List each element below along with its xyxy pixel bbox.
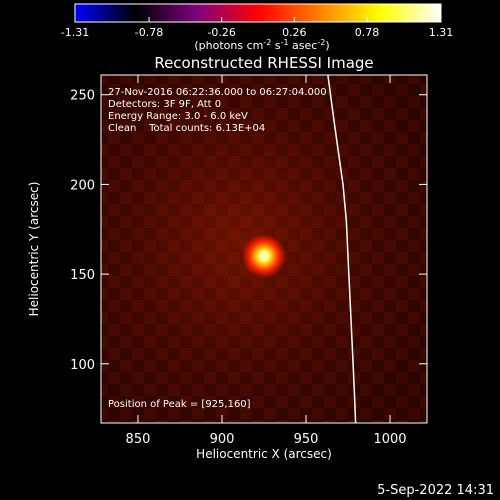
annotation-total-counts: Clean Total counts: 6.13E+04 (108, 123, 265, 134)
colorbar-tick-label: 0.26 (282, 26, 307, 39)
solar-limb-line (327, 75, 357, 423)
x-tick-label: 950 (294, 432, 319, 447)
x-tick-label: 1000 (373, 432, 406, 447)
y-tick-label: 200 (70, 178, 95, 193)
y-axis: 100 150 200 250 (70, 89, 427, 373)
annotation-time-range: 27-Nov-2016 06:22:36.000 to 06:27:04.000 (108, 87, 327, 98)
peak-source (242, 234, 286, 279)
colorbar-tick-label: -1.31 (61, 26, 89, 39)
image-annotations: 27-Nov-2016 06:22:36.000 to 06:27:04.000… (108, 87, 327, 410)
colorbar-tick-label: 0.78 (355, 26, 380, 39)
x-tick-label: 850 (126, 432, 151, 447)
colorbar-tick-label: 1.31 (429, 26, 454, 39)
peak-position-label: Position of Peak = [925,160] (108, 399, 251, 410)
x-tick-label: 900 (210, 432, 235, 447)
plot-frame (100, 74, 428, 424)
colorbar-gradient (74, 3, 442, 23)
annotation-energy-range: Energy Range: 3.0 - 6.0 keV (108, 111, 248, 122)
annotation-detectors: Detectors: 3F 9F, Att 0 (108, 99, 221, 110)
x-axis: 850 900 950 1000 (126, 75, 407, 447)
colorbar: -1.31 -0.78 -0.26 0.26 0.78 1.31 (photons cm-… (61, 3, 453, 52)
colorbar-ticks: -1.31 -0.78 -0.26 0.26 0.78 1.31 (61, 17, 453, 39)
y-tick-label: 100 (70, 358, 95, 373)
colorbar-tick-label: -0.78 (135, 26, 163, 39)
plot-area (100, 74, 428, 424)
colorbar-tick-label: -0.26 (207, 26, 235, 39)
colorbar-label: (photons cm-2 s-1 asec-2) (194, 38, 329, 52)
y-tick-label: 250 (70, 89, 95, 104)
timestamp: 5-Sep-2022 14:31 (377, 483, 494, 498)
y-tick-label: 150 (70, 268, 95, 283)
y-axis-label: Heliocentric Y (arcsec) (27, 182, 41, 317)
x-axis-label: Heliocentric X (arcsec) (196, 447, 332, 461)
chart-title: Reconstructed RHESSI Image (154, 54, 373, 72)
